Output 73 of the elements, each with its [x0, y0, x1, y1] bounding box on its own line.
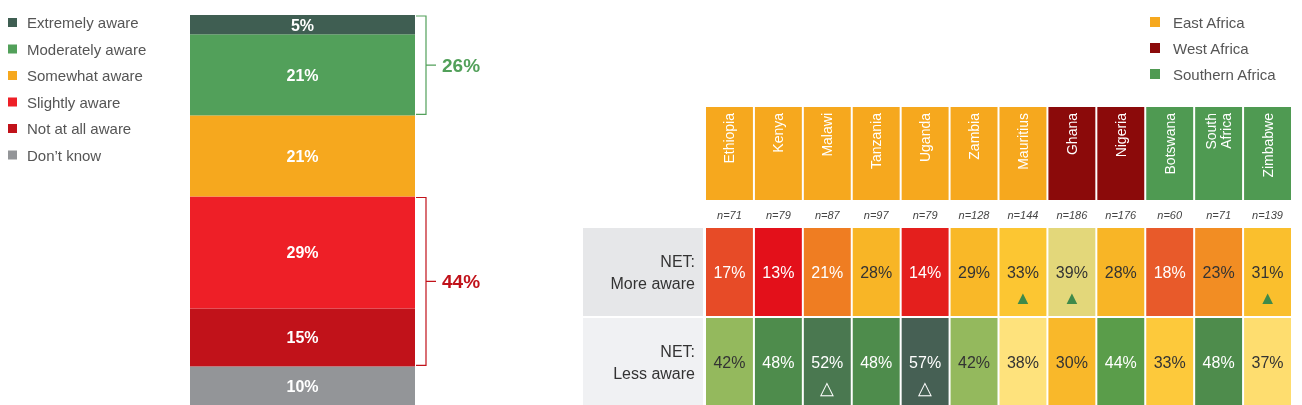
text: 26% — [442, 55, 481, 77]
text: 44% — [442, 271, 481, 293]
x-tick-label: Ghana — [1063, 112, 1080, 156]
x-tick-label: Zambia — [966, 112, 983, 160]
x-tick-label: Mauritius — [1014, 113, 1031, 170]
data-label: 21% — [286, 147, 319, 165]
text: n=60 — [1157, 209, 1183, 221]
data-label: 10% — [286, 377, 319, 395]
bar — [190, 366, 415, 405]
data-label: 44% — [1104, 354, 1137, 371]
legend-label: Don’t know — [27, 146, 102, 164]
data-label: 48% — [1202, 354, 1235, 371]
data-label: 42% — [713, 354, 746, 371]
x-tick-label: Kenya — [770, 112, 787, 153]
text: West Africa — [1173, 40, 1250, 57]
x-tick-label: Ethiopia — [721, 112, 738, 164]
data-label: 21% — [811, 264, 844, 281]
data-label: 17% — [713, 264, 746, 281]
text: n=176 — [1105, 209, 1138, 221]
text: n=128 — [958, 209, 991, 221]
text: n=79 — [765, 209, 791, 221]
legend-label: Moderately aware — [27, 40, 147, 58]
text: n=97 — [863, 209, 890, 221]
data-label: 28% — [860, 264, 893, 281]
legend-label: Slightly aware — [27, 93, 121, 111]
y-tick-label: NET: More aware — [610, 253, 696, 292]
data-label: 57% △ — [909, 354, 942, 398]
x-tick-label: Botswana — [1161, 112, 1178, 175]
data-label: 39% ▲ — [1055, 264, 1088, 308]
data-label: 15% — [286, 329, 319, 347]
x-tick-label: Zimbabwe — [1259, 112, 1276, 178]
text: Southern Africa — [1173, 66, 1277, 83]
data-label: 29% — [958, 264, 991, 281]
text: East Africa — [1173, 14, 1246, 31]
data-label: 18% — [1153, 264, 1186, 281]
data-label: 21% — [286, 66, 319, 84]
legend-label: Not at all aware — [27, 120, 132, 137]
data-label: 48% — [860, 354, 893, 371]
bar — [190, 196, 415, 309]
x-tick-label: South Africa — [1203, 112, 1235, 150]
data-label: 31% ▲ — [1251, 264, 1284, 308]
data-label: 14% — [909, 264, 942, 281]
data-label: 13% — [762, 264, 795, 281]
data-label: 52% △ — [811, 354, 844, 398]
bar — [190, 308, 415, 367]
text: n=139 — [1252, 209, 1283, 221]
text: n=186 — [1056, 209, 1089, 221]
data-label: 28% — [1104, 264, 1137, 281]
data-label: 37% — [1251, 354, 1284, 371]
data-label: 38% — [1006, 354, 1039, 371]
y-tick-label: NET: Less aware — [613, 343, 696, 382]
text: n=87 — [814, 209, 841, 221]
legend-label: Extremely aware — [27, 14, 139, 31]
x-tick-label: Tanzania — [868, 112, 885, 170]
legend-label: Somewhat aware — [27, 67, 143, 84]
bar — [190, 115, 415, 197]
data-label: 23% — [1202, 264, 1235, 281]
x-tick-label: Nigeria — [1112, 112, 1129, 158]
data-label: 33% — [1153, 354, 1186, 371]
data-label: 48% — [762, 354, 795, 371]
data-label: 30% — [1055, 354, 1088, 371]
text: n=79 — [912, 209, 938, 221]
text: n=71 — [1206, 209, 1232, 221]
bar — [190, 15, 415, 35]
data-label: 33% ▲ — [1006, 264, 1039, 308]
x-tick-label: Uganda — [917, 112, 934, 163]
bar — [190, 34, 415, 116]
text: n=71 — [717, 209, 742, 221]
x-tick-label: Malawi — [819, 113, 836, 157]
data-label: 29% — [286, 244, 319, 262]
text: n=144 — [1007, 209, 1039, 221]
data-label: 5% — [290, 16, 315, 34]
data-label: 42% — [958, 354, 991, 371]
